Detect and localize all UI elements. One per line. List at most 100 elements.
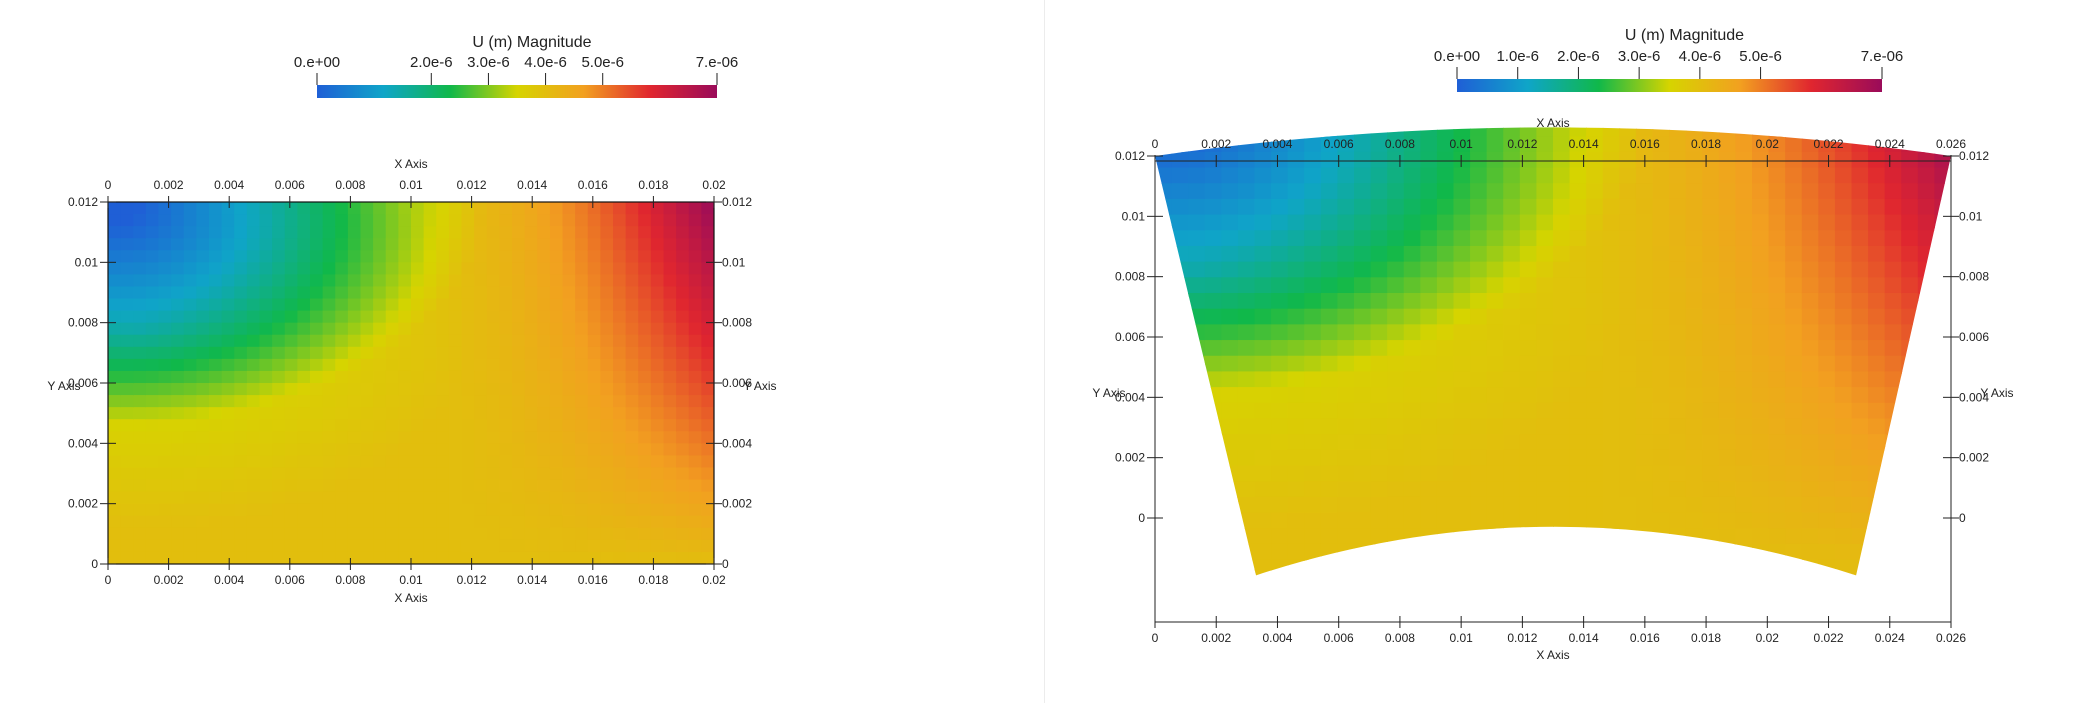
field-cell: [1188, 543, 1206, 561]
field-cell: [1801, 292, 1820, 310]
field-cell: [1403, 198, 1422, 216]
field-cell: [1536, 387, 1554, 404]
field-cell: [1155, 127, 1173, 137]
field-cell: [246, 443, 261, 457]
field-cell: [1652, 127, 1670, 137]
field-cell: [322, 262, 337, 276]
field-cell: [1237, 230, 1256, 247]
field-cell: [499, 298, 513, 312]
field-cell: [1785, 277, 1803, 294]
field-cell: [1172, 105, 1189, 121]
field-cell: [549, 551, 564, 564]
field-cell: [272, 358, 286, 372]
field-cell: [1569, 127, 1587, 137]
field-cell: [587, 298, 602, 312]
field-cell: [1237, 371, 1256, 388]
field-cell: [1403, 449, 1422, 467]
field-cell: [1320, 230, 1339, 247]
field-cell: [1237, 402, 1256, 420]
field-cell: [1652, 245, 1670, 263]
field-cell: [398, 298, 412, 312]
field-cell: [1536, 151, 1554, 169]
y-axis-title-right: Y Axis: [1980, 386, 2013, 400]
field-cell: [133, 407, 147, 420]
field-cell: [1619, 167, 1637, 185]
x-tick-label-bottom: 0.008: [335, 573, 365, 587]
field-cell: [1834, 465, 1853, 483]
field-cell: [1619, 481, 1637, 498]
field-cell: [133, 515, 147, 529]
field-cell: [209, 226, 223, 239]
y-tick-label-left: 0: [91, 557, 98, 571]
field-cell: [1569, 355, 1587, 373]
field-cell: [499, 503, 513, 517]
field-cell: [209, 334, 223, 348]
field-cell: [1519, 434, 1538, 451]
field-cell: [1155, 355, 1173, 373]
field-cell: [461, 226, 475, 239]
field-cell: [1221, 151, 1239, 169]
field-cell: [1851, 151, 1869, 169]
field-cell: [1403, 465, 1422, 483]
field-cell: [549, 322, 564, 336]
field-cell: [613, 479, 627, 493]
field-cell: [234, 238, 248, 252]
field-cell: [1287, 355, 1306, 373]
field-cell: [1519, 402, 1538, 420]
field-cell: [512, 202, 526, 215]
field-cell: [209, 250, 223, 264]
field-cell: [1553, 230, 1571, 247]
field-cell: [1188, 214, 1206, 232]
field-cell: [221, 214, 236, 227]
field-cell: [1354, 481, 1372, 498]
field-cell: [1851, 230, 1869, 247]
field-cell: [1237, 418, 1256, 435]
field-cell: [209, 455, 223, 469]
field-cell: [1652, 543, 1670, 561]
field-cell: [310, 419, 324, 433]
field-cell: [297, 539, 311, 553]
y-tick-label-left: 0.006: [1115, 330, 1145, 344]
field-cell: [310, 407, 324, 420]
field-cell: [1304, 434, 1322, 451]
field-cell: [1934, 512, 1951, 530]
field-cell: [1768, 418, 1786, 435]
field-cell: [562, 395, 576, 408]
field-cell: [537, 395, 551, 408]
field-cell: [398, 479, 412, 493]
field-cell: [1519, 496, 1538, 514]
field-cell: [512, 358, 526, 372]
field-cell: [1254, 481, 1272, 498]
field-cell: [676, 383, 690, 396]
field-cell: [499, 358, 513, 372]
field-cell: [246, 334, 261, 348]
field-cell: [411, 346, 425, 360]
field-cell: [1901, 543, 1919, 561]
field-cell: [1271, 151, 1289, 169]
field-cell: [1204, 261, 1223, 279]
field-cell: [1785, 559, 1803, 576]
field-cell: [1901, 308, 1919, 326]
field-cell: [1304, 402, 1322, 420]
field-cell: [1503, 512, 1521, 530]
field-cell: [373, 455, 387, 469]
field-cell: [1702, 105, 1719, 121]
field-cell: [549, 395, 564, 408]
y-tick-label-left: 0.012: [1115, 149, 1145, 163]
field-cell: [234, 503, 248, 517]
field-cell: [688, 358, 703, 372]
field-cell: [448, 527, 463, 541]
field-cell: [512, 250, 526, 264]
field-cell: [347, 383, 362, 396]
field-cell: [1652, 183, 1670, 200]
field-cell: [1536, 230, 1554, 247]
field-cell: [575, 286, 589, 300]
field-cell: [1884, 543, 1903, 561]
field-cell: [1221, 292, 1239, 310]
field-cell: [145, 322, 160, 336]
field-cell: [1320, 543, 1339, 561]
field-cell: [1420, 355, 1438, 373]
field-cell: [587, 286, 602, 300]
field-cell: [562, 419, 576, 433]
field-cell: [436, 455, 450, 469]
